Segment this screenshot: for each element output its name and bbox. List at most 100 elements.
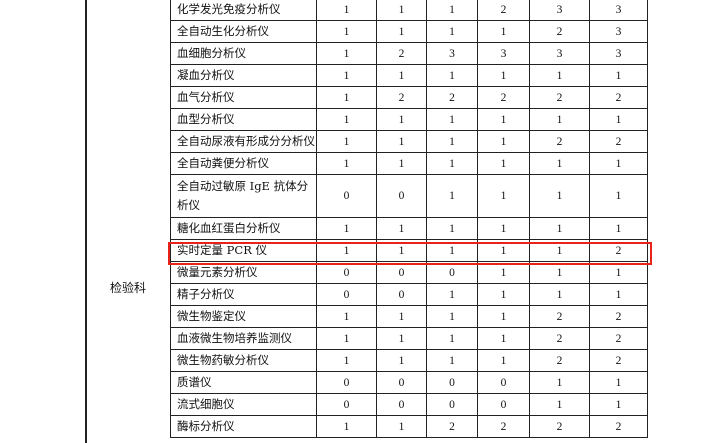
count-cell: 2 [589,349,648,372]
count-cell: 2 [426,86,478,109]
count-cell: 1 [316,217,377,240]
count-cell: 1 [529,239,590,262]
table-row: 血细胞分析仪 1 2 3 3 3 3 [170,42,648,65]
count-cell: 1 [529,217,590,240]
count-cell: 1 [477,64,530,87]
count-cell: 1 [316,349,377,372]
count-cell: 1 [477,108,530,131]
equipment-name: 血气分析仪 [170,86,317,109]
count-cell: 2 [589,239,648,262]
count-cell: 1 [529,174,590,218]
count-cell: 2 [477,0,530,21]
count-cell: 1 [316,108,377,131]
count-cell: 1 [426,349,478,372]
table-row: 微生物鉴定仪 1 1 1 1 2 2 [170,305,648,328]
count-cell: 1 [316,42,377,65]
count-cell: 0 [376,371,427,394]
equipment-name: 凝血分析仪 [170,64,317,87]
count-cell: 1 [426,20,478,43]
count-cell: 0 [316,174,377,218]
equipment-name: 血细胞分析仪 [170,42,317,65]
equipment-name: 酶标分析仪 [170,415,317,438]
table-row: 化学发光免疫分析仪 1 1 1 2 3 3 [170,0,648,21]
equipment-name: 血液微生物培养监测仪 [170,327,317,350]
table-row: 全自动过敏原 IgE 抗体分析仪 0 0 1 1 1 1 [170,174,648,218]
count-cell: 1 [376,20,427,43]
count-cell: 0 [316,371,377,394]
count-cell: 1 [589,217,648,240]
count-cell: 1 [529,108,590,131]
count-cell: 2 [589,86,648,109]
count-cell: 1 [316,327,377,350]
count-cell: 1 [426,0,478,21]
count-cell: 1 [376,415,427,438]
count-cell: 0 [376,261,427,284]
count-cell: 1 [426,239,478,262]
count-cell: 3 [529,0,590,21]
count-cell: 1 [477,239,530,262]
equipment-name: 微生物药敏分析仪 [170,349,317,372]
table-row: 流式细胞仪 0 0 0 0 1 1 [170,393,648,416]
count-cell: 0 [316,283,377,306]
count-cell: 0 [426,261,478,284]
count-cell: 1 [426,152,478,175]
equipment-name: 全自动尿液有形成分分析仪 [170,130,317,153]
table-row: 糖化血红蛋白分析仪 1 1 1 1 1 1 [170,217,648,240]
count-cell: 1 [477,152,530,175]
count-cell: 3 [589,0,648,21]
count-cell: 1 [376,349,427,372]
count-cell: 2 [376,86,427,109]
equipment-name: 化学发光免疫分析仪 [170,0,317,21]
equipment-name: 微生物鉴定仪 [170,305,317,328]
equipment-name: 全自动粪便分析仪 [170,152,317,175]
count-cell: 2 [426,415,478,438]
table-row: 全自动生化分析仪 1 1 1 1 2 3 [170,20,648,43]
count-cell: 1 [316,239,377,262]
count-cell: 0 [376,174,427,218]
table-row: 微量元素分析仪 0 0 0 1 1 1 [170,261,648,284]
count-cell: 2 [477,415,530,438]
count-cell: 1 [426,64,478,87]
equipment-name: 质谱仪 [170,371,317,394]
count-cell: 1 [477,283,530,306]
count-cell: 3 [589,42,648,65]
count-cell: 1 [316,86,377,109]
count-cell: 1 [426,108,478,131]
count-cell: 2 [529,86,590,109]
count-cell: 2 [589,327,648,350]
count-cell: 2 [529,415,590,438]
count-cell: 1 [426,305,478,328]
equipment-table: 化学发光免疫分析仪 1 1 1 2 3 3 全自动生化分析仪 1 1 1 1 2 3 血细胞分析仪 1 2 3 3 3… [170,0,648,438]
table-row: 血型分析仪 1 1 1 1 1 1 [170,108,648,131]
equipment-name: 全自动过敏原 IgE 抗体分析仪 [170,174,317,218]
count-cell: 0 [426,393,478,416]
table-row: 全自动尿液有形成分分析仪 1 1 1 1 2 2 [170,130,648,153]
count-cell: 1 [477,261,530,284]
count-cell: 2 [477,86,530,109]
count-cell: 2 [589,415,648,438]
count-cell: 1 [316,305,377,328]
count-cell: 0 [477,371,530,394]
count-cell: 0 [316,261,377,284]
count-cell: 1 [316,64,377,87]
count-cell: 1 [589,64,648,87]
count-cell: 1 [477,217,530,240]
count-cell: 1 [529,261,590,284]
count-cell: 1 [426,130,478,153]
count-cell: 1 [529,64,590,87]
table-row: 精子分析仪 0 0 1 1 1 1 [170,283,648,306]
count-cell: 1 [316,415,377,438]
count-cell: 1 [426,217,478,240]
count-cell: 0 [376,283,427,306]
count-cell: 3 [477,42,530,65]
count-cell: 1 [316,152,377,175]
count-cell: 1 [589,152,648,175]
table-row: 血液微生物培养监测仪 1 1 1 1 2 2 [170,327,648,350]
count-cell: 1 [589,108,648,131]
equipment-name: 全自动生化分析仪 [170,20,317,43]
count-cell: 1 [477,349,530,372]
count-cell: 1 [529,393,590,416]
table-left-border [85,0,87,443]
count-cell: 1 [376,0,427,21]
equipment-name: 糖化血红蛋白分析仪 [170,217,317,240]
